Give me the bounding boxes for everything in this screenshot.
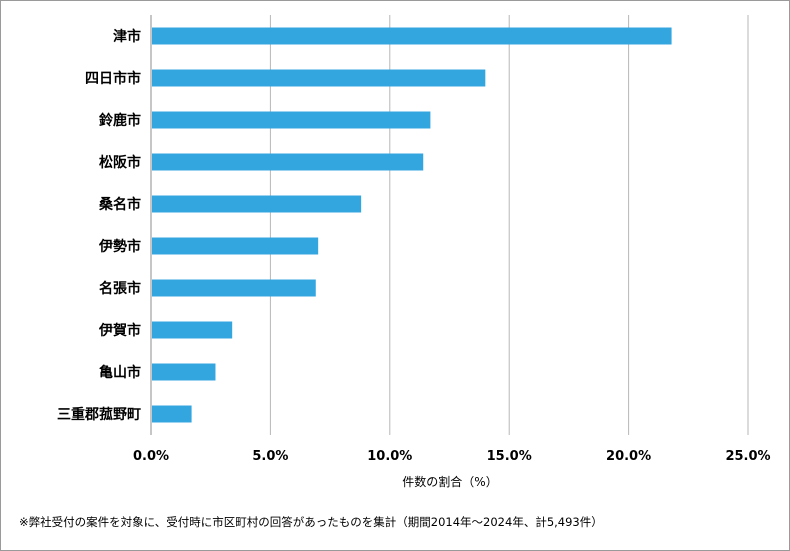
bar	[152, 279, 316, 297]
category-label: 桑名市	[99, 196, 141, 213]
bar	[152, 321, 233, 339]
category-label: 四日市市	[85, 70, 141, 87]
category-label: 鈴鹿市	[99, 112, 141, 129]
bar	[152, 405, 192, 423]
x-tick-label: 20.0%	[606, 449, 651, 464]
bar	[152, 153, 424, 171]
x-tick-label: 5.0%	[252, 449, 288, 464]
bar	[152, 363, 216, 381]
bar	[152, 27, 672, 45]
category-label: 津市	[113, 28, 141, 45]
x-tick-label: 0.0%	[133, 449, 169, 464]
category-label: 松阪市	[99, 154, 141, 171]
footnote: ※弊社受付の案件を対象に、受付時に市区町村の回答があったものを集計（期間2014…	[19, 515, 603, 529]
bar	[152, 69, 486, 87]
category-label: 三重郡菰野町	[57, 406, 141, 423]
x-tick-label: 10.0%	[367, 449, 412, 464]
bars	[152, 27, 672, 423]
x-tick-labels: 0.0% 5.0% 10.0% 15.0% 20.0% 25.0%	[133, 449, 771, 464]
x-tick-label: 15.0%	[487, 449, 532, 464]
category-label: 伊勢市	[98, 238, 141, 255]
x-tick-label: 25.0%	[725, 449, 770, 464]
x-axis-label: 件数の割合（%）	[402, 474, 497, 489]
category-label: 名張市	[99, 280, 141, 297]
bar	[152, 195, 362, 213]
bar	[152, 111, 431, 129]
bar	[152, 237, 319, 255]
category-label: 亀山市	[99, 364, 141, 381]
category-label: 伊賀市	[98, 322, 141, 339]
